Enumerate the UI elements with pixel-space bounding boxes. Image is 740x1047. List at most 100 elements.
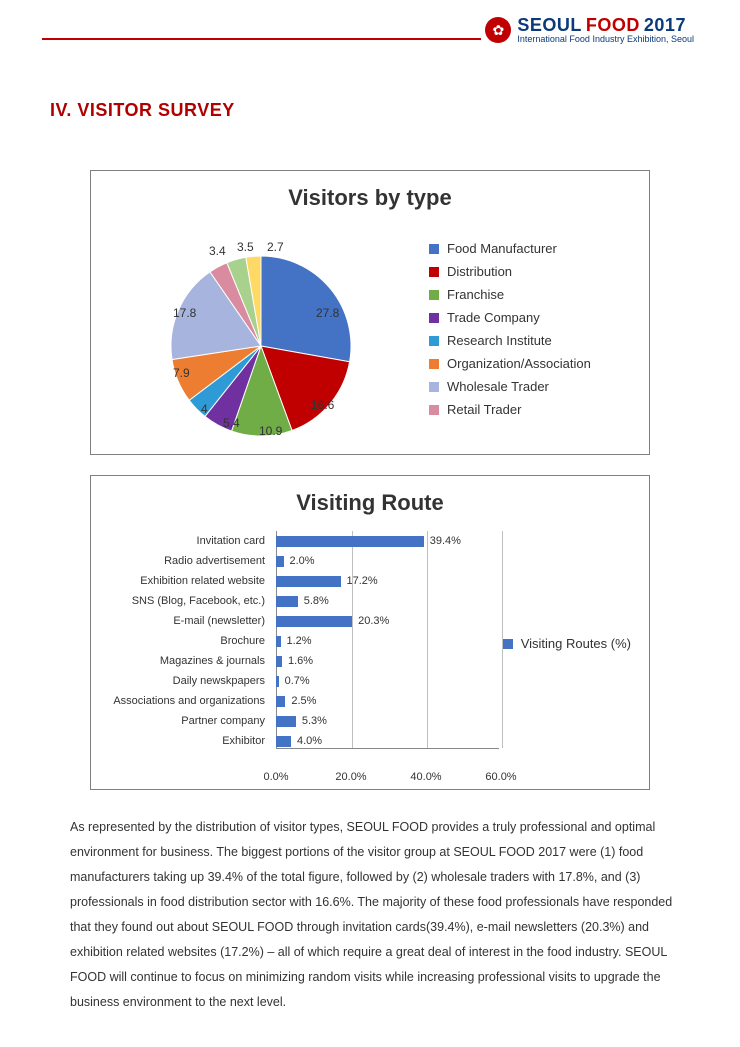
pie-chart-box: Visitors by type 27.8 16.6 10.9 5.4 4 7.9 17.8… xyxy=(90,170,650,455)
bar-category-label: Associations and organizations xyxy=(101,691,271,711)
pie-value-label: 16.6 xyxy=(311,398,334,412)
bar-value-label: 1.6% xyxy=(288,655,313,667)
bar-category-label: Magazines & journals xyxy=(101,651,271,671)
legend-swatch xyxy=(429,244,439,254)
bar-legend-swatch xyxy=(503,639,513,649)
bar-xtick-label: 40.0% xyxy=(410,771,441,783)
legend-row: Distribution xyxy=(429,264,629,279)
gridline xyxy=(352,531,353,748)
pie-value-label: 3.5 xyxy=(237,240,254,254)
pie-chart: 27.8 16.6 10.9 5.4 4 7.9 17.8 3.4 3.5 2.7 xyxy=(121,226,401,446)
legend-row: Trade Company xyxy=(429,310,629,325)
bar-value-label: 0.7% xyxy=(285,675,310,687)
bar-chart-title: Visiting Route xyxy=(91,490,649,516)
legend-swatch xyxy=(429,313,439,323)
bar-row: 39.4% xyxy=(276,536,461,547)
legend-swatch xyxy=(429,405,439,415)
bar-y-labels: Invitation cardRadio advertisementExhibi… xyxy=(101,531,271,749)
legend-row: Wholesale Trader xyxy=(429,379,629,394)
bar-fill xyxy=(276,616,352,627)
bar-category-label: E-mail (newsletter) xyxy=(101,611,271,631)
bar-value-label: 17.2% xyxy=(347,575,378,587)
logo-text: SEOULFOOD2017 International Food Industr… xyxy=(517,16,694,44)
bar-fill xyxy=(276,696,285,707)
gridline xyxy=(427,531,428,748)
bar-category-label: Partner company xyxy=(101,711,271,731)
pie-value-label: 5.4 xyxy=(223,416,240,430)
pie-value-label: 2.7 xyxy=(267,240,284,254)
bar-row: 5.3% xyxy=(276,716,327,727)
bar-fill xyxy=(276,536,424,547)
bar-row: 2.0% xyxy=(276,556,315,567)
bar-value-label: 20.3% xyxy=(358,615,389,627)
legend-swatch xyxy=(429,359,439,369)
legend-label: Franchise xyxy=(447,287,504,302)
logo-subtitle: International Food Industry Exhibition, … xyxy=(517,35,694,44)
legend-row: Research Institute xyxy=(429,333,629,348)
legend-swatch xyxy=(429,290,439,300)
bar-fill xyxy=(276,556,284,567)
pie-value-label: 7.9 xyxy=(173,366,190,380)
bar-xtick-label: 60.0% xyxy=(485,771,516,783)
legend-label: Organization/Association xyxy=(447,356,591,371)
bar-row: 1.6% xyxy=(276,656,313,667)
bar-value-label: 5.3% xyxy=(302,715,327,727)
bar-value-label: 2.5% xyxy=(291,695,316,707)
bar-plot-area: 39.4% 2.0% 17.2% 5.8% 20.3% 1.2% 1.6% 0.7% 2.5% 5… xyxy=(276,531,499,749)
bar-fill xyxy=(276,576,341,587)
bar-row: 4.0% xyxy=(276,736,322,747)
legend-label: Distribution xyxy=(447,264,512,279)
pie-value-label: 10.9 xyxy=(259,424,282,438)
pie-value-label: 27.8 xyxy=(316,306,339,320)
bar-fill xyxy=(276,636,281,647)
legend-row: Retail Trader xyxy=(429,402,629,417)
bar-value-label: 39.4% xyxy=(430,535,461,547)
bar-fill xyxy=(276,596,298,607)
bar-legend: Visiting Routes (%) xyxy=(503,636,631,651)
bar-value-label: 2.0% xyxy=(290,555,315,567)
legend-label: Food Manufacturer xyxy=(447,241,557,256)
bar-category-label: Exhibitor xyxy=(101,731,271,751)
legend-row: Organization/Association xyxy=(429,356,629,371)
bar-category-label: SNS (Blog, Facebook, etc.) xyxy=(101,591,271,611)
pie-value-label: 17.8 xyxy=(173,306,196,320)
logo-icon: ✿ xyxy=(485,17,511,43)
pie-value-label: 4 xyxy=(201,402,208,416)
pie-chart-title: Visitors by type xyxy=(91,185,649,211)
legend-label: Research Institute xyxy=(447,333,552,348)
bar-fill xyxy=(276,676,279,687)
bar-xtick-label: 0.0% xyxy=(263,771,288,783)
bar-fill xyxy=(276,656,282,667)
legend-swatch xyxy=(429,267,439,277)
bar-row: 0.7% xyxy=(276,676,310,687)
bar-value-label: 4.0% xyxy=(297,735,322,747)
bar-legend-label: Visiting Routes (%) xyxy=(521,636,631,651)
bar-row: 2.5% xyxy=(276,696,316,707)
bar-category-label: Brochure xyxy=(101,631,271,651)
legend-label: Wholesale Trader xyxy=(447,379,549,394)
logo-year: 2017 xyxy=(644,15,686,35)
legend-label: Retail Trader xyxy=(447,402,521,417)
body-paragraph: As represented by the distribution of vi… xyxy=(70,815,680,1015)
bar-category-label: Invitation card xyxy=(101,531,271,551)
legend-row: Franchise xyxy=(429,287,629,302)
bar-value-label: 1.2% xyxy=(287,635,312,647)
bar-category-label: Exhibition related website xyxy=(101,571,271,591)
bar-category-label: Daily newskpapers xyxy=(101,671,271,691)
bar-xtick-label: 20.0% xyxy=(335,771,366,783)
legend-swatch xyxy=(429,382,439,392)
bar-category-label: Radio advertisement xyxy=(101,551,271,571)
legend-row: Food Manufacturer xyxy=(429,241,629,256)
logo-part1: SEOUL xyxy=(517,15,582,35)
logo-part2: FOOD xyxy=(586,15,640,35)
pie-value-label: 3.4 xyxy=(209,244,226,258)
section-title: IV. VISITOR SURVEY xyxy=(50,100,235,121)
bar-row: 1.2% xyxy=(276,636,312,647)
bar-fill xyxy=(276,736,291,747)
legend-label: Trade Company xyxy=(447,310,540,325)
logo: ✿ SEOULFOOD2017 International Food Indus… xyxy=(481,16,698,44)
bar-row: 17.2% xyxy=(276,576,378,587)
bar-value-label: 5.8% xyxy=(304,595,329,607)
legend-swatch xyxy=(429,336,439,346)
bar-row: 5.8% xyxy=(276,596,329,607)
